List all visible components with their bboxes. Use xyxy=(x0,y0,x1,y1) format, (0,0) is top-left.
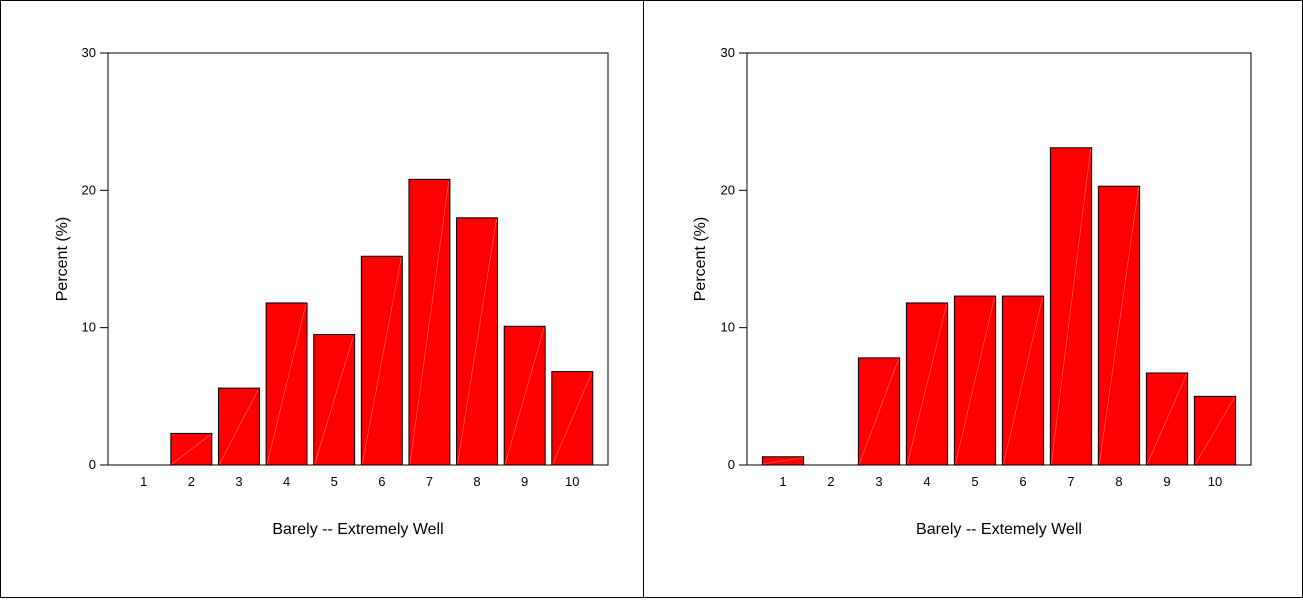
x-tick-label: 6 xyxy=(378,474,385,489)
bar-shading-line xyxy=(907,303,947,465)
bar-shading-line xyxy=(409,180,450,465)
x-tick-label: 3 xyxy=(235,474,242,489)
y-tick-label: 30 xyxy=(721,45,735,60)
bar-shading-line xyxy=(457,218,497,465)
bar-shading-line xyxy=(362,257,402,465)
chart-panel-left: 0 10 20 30 1 2 3 4 5 6 7 8 9 10 Barely -- Extremely We… xyxy=(0,0,644,598)
y-axis-title: Percent (%) xyxy=(692,217,709,301)
x-tick-label: 1 xyxy=(779,474,786,489)
bar-shading-line xyxy=(1051,148,1091,465)
bar-9 xyxy=(503,325,546,466)
x-tick-label: 7 xyxy=(426,474,433,489)
bar-shading-line xyxy=(1099,187,1139,465)
y-tick-label: 10 xyxy=(82,320,96,335)
bar-shading-line xyxy=(859,358,899,465)
bar-shading-line xyxy=(1003,297,1043,465)
bar-shading-line xyxy=(1195,397,1235,465)
y-tick-label: 10 xyxy=(721,320,735,335)
bar-chart-right: 0 10 20 30 1 2 3 4 5 6 7 8 9 10 Barely -- Extemely Wel… xyxy=(692,45,1252,538)
bar-shading-line xyxy=(552,372,593,465)
bar-shading-line xyxy=(955,297,995,465)
x-tick-label: 5 xyxy=(971,474,978,489)
x-tick-label: 6 xyxy=(1019,474,1026,489)
x-tick-label: 2 xyxy=(188,474,195,489)
y-tick-label: 0 xyxy=(89,457,96,472)
bar-shading-line xyxy=(314,335,354,465)
x-tick-label: 8 xyxy=(473,474,480,489)
x-tick-label: 7 xyxy=(1067,474,1074,489)
x-tick-label: 5 xyxy=(331,474,338,489)
x-tick-label: 10 xyxy=(565,474,579,489)
chart-panel-right: 0 10 20 30 1 2 3 4 5 6 7 8 9 10 Barely -- Extemely Wel… xyxy=(643,0,1303,598)
y-axis-title: Percent (%) xyxy=(54,217,71,301)
x-tick-label: 4 xyxy=(923,474,930,489)
x-tick-label: 2 xyxy=(827,474,834,489)
bar-shading-line xyxy=(219,388,259,465)
bar-chart-left: 0 10 20 30 1 2 3 4 5 6 7 8 9 10 Barely -- Extremely We… xyxy=(54,45,609,538)
y-tick-label: 20 xyxy=(82,182,96,197)
y-tick-label: 20 xyxy=(721,182,735,197)
x-tick-label: 4 xyxy=(283,474,290,489)
x-tick-label: 3 xyxy=(875,474,882,489)
x-axis-title: Barely -- Extremely Well xyxy=(272,521,443,538)
bar-shading-line xyxy=(504,327,545,465)
plot-area-frame xyxy=(746,52,1252,466)
bar-shading-line xyxy=(1147,373,1187,465)
bar-shading-line xyxy=(171,434,211,465)
x-tick-label: 1 xyxy=(140,474,147,489)
x-axis-title: Barely -- Extemely Well xyxy=(916,521,1082,538)
x-tick-label: 8 xyxy=(1115,474,1122,489)
x-tick-label: 9 xyxy=(1163,474,1170,489)
bar-shading-line xyxy=(763,457,803,465)
y-tick-label: 30 xyxy=(82,45,96,60)
x-tick-label: 10 xyxy=(1208,474,1222,489)
bar-shading-line xyxy=(266,303,307,465)
plot-area-frame xyxy=(107,52,609,466)
y-tick-label: 0 xyxy=(728,457,735,472)
x-tick-label: 9 xyxy=(521,474,528,489)
